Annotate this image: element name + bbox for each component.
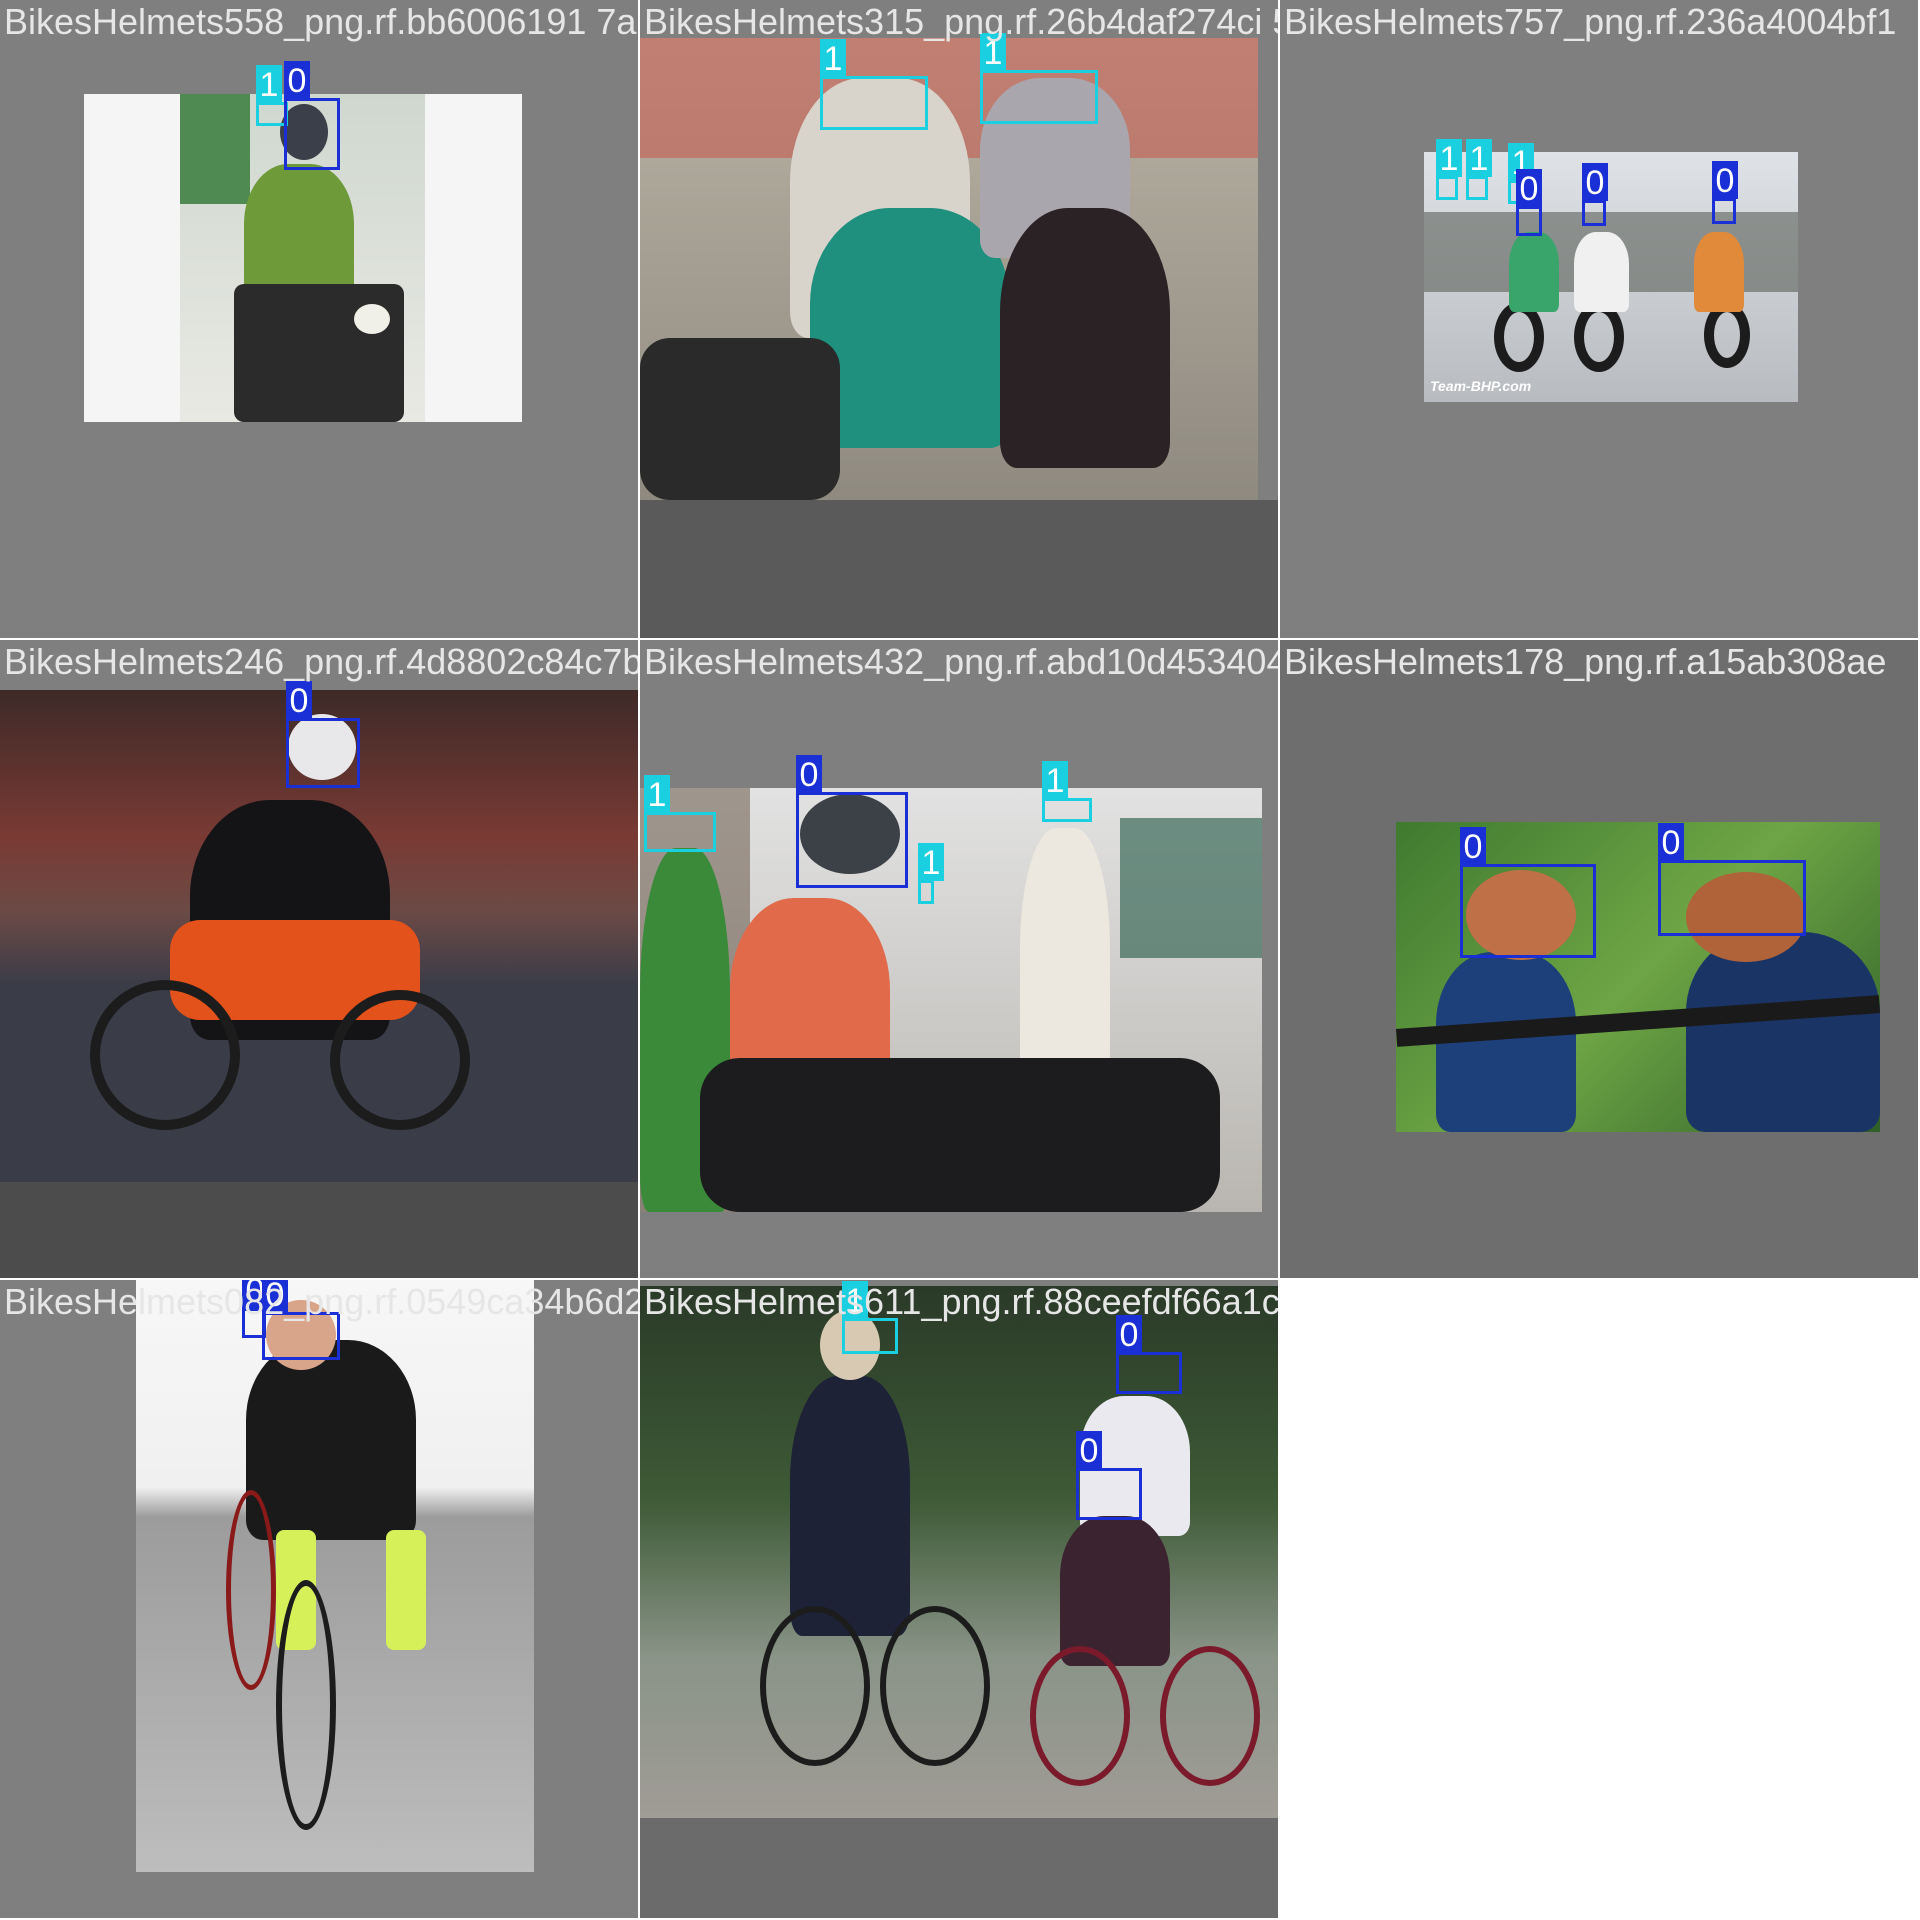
class-label: 0 bbox=[1460, 827, 1486, 866]
mosaic-tile: 0 0 BikesHelmets178_png.rf.a15ab308ae bbox=[1280, 640, 1920, 1280]
detection-box: 1 bbox=[820, 39, 928, 130]
detection-box: 0 bbox=[1658, 823, 1806, 936]
class-label: 0 bbox=[1582, 163, 1608, 202]
watermark: Team-BHP.com bbox=[1430, 378, 1532, 394]
detection-box: 0 bbox=[1712, 161, 1738, 224]
image-caption: BikesHelmets178_png.rf.a15ab308ae bbox=[1284, 641, 1887, 682]
detection-box: 1 bbox=[644, 775, 716, 852]
detection-box: 0 bbox=[1582, 163, 1608, 226]
class-label: 1 bbox=[1436, 139, 1462, 178]
tile-photo: Team-BHP.com bbox=[1424, 152, 1798, 402]
class-label: 0 bbox=[1116, 1315, 1142, 1354]
mosaic-tile: 0 BikesHelmets246_png.rf.4d8802c84c7bbd6… bbox=[0, 640, 640, 1280]
tile-photo bbox=[640, 788, 1262, 1212]
class-label: 0 bbox=[1712, 161, 1738, 200]
image-caption: BikesHelmets611_png.rf.88ceefdf66a1c943b bbox=[644, 1281, 1280, 1322]
class-label: 0 bbox=[286, 681, 312, 720]
image-caption: BikesHelmets757_png.rf.236a4004bf1 bbox=[1284, 1, 1897, 42]
class-label: 0 bbox=[284, 61, 310, 100]
detection-box: 0 bbox=[796, 755, 908, 888]
mosaic-tile: 1 0 0 BikesHelmets611_png.rf.88ceefdf66a… bbox=[640, 1280, 1280, 1920]
class-label: 0 bbox=[1516, 169, 1542, 208]
mosaic-tile: Team-BHP.com 1 1 1 0 0 0 BikesHelmets757… bbox=[1280, 0, 1920, 640]
class-label: 1 bbox=[256, 65, 282, 104]
class-label: 0 bbox=[1658, 823, 1684, 862]
tile-photo bbox=[84, 94, 522, 422]
class-label: 1 bbox=[980, 33, 1006, 72]
class-label: 1 bbox=[644, 775, 670, 814]
tile-photo bbox=[640, 38, 1258, 500]
detection-box: 0 bbox=[1116, 1315, 1182, 1394]
mosaic-tile: 1 0 1 1 BikesHelmets432_png.rf.abd10d453… bbox=[640, 640, 1280, 1280]
image-caption: BikesHelmets246_png.rf.4d8802c84c7bbd663… bbox=[4, 641, 640, 682]
image-caption: BikesHelmets432_png.rf.abd10d4534045ef49 bbox=[644, 641, 1280, 682]
class-label: 0 bbox=[262, 1280, 288, 1314]
detection-box: 0 bbox=[286, 681, 360, 788]
mosaic-tile: 1 1 BikesHelmets315_png.rf.26b4daf274ci … bbox=[640, 0, 1280, 640]
image-caption: BikesHelmets558_png.rf.bb6006191 7a9ca7e bbox=[4, 1, 638, 42]
detection-box: 1 bbox=[980, 33, 1098, 124]
mosaic-tile: 0 0 BikesHelmets082_png.rf.0549ca34b6d28… bbox=[0, 1280, 640, 1920]
image-caption: BikesHelmets082_png.rf.0549ca34b6d283d50 bbox=[4, 1281, 640, 1322]
detection-box: 0 bbox=[1460, 827, 1596, 958]
class-label: 1 bbox=[842, 1281, 868, 1320]
mosaic-tile: 1 0 BikesHelmets558_png.rf.bb6006191 7a9… bbox=[0, 0, 640, 640]
detection-box: 0 bbox=[284, 61, 340, 170]
image-caption: BikesHelmets315_png.rf.26b4daf274ci 587b… bbox=[644, 1, 1278, 42]
class-label: 0 bbox=[796, 755, 822, 794]
class-label: 1 bbox=[820, 39, 846, 78]
detection-box: 0 bbox=[1076, 1431, 1142, 1520]
class-label: 0 bbox=[1076, 1431, 1102, 1470]
detection-box: 0 bbox=[262, 1280, 340, 1360]
tile-photo bbox=[640, 1286, 1278, 1818]
class-label: 1 bbox=[1466, 139, 1492, 178]
tile-photo bbox=[0, 690, 638, 1182]
detection-box: 1 bbox=[918, 843, 944, 904]
detection-box: 1 bbox=[1466, 139, 1492, 200]
tile-photo bbox=[1396, 822, 1880, 1132]
empty-slot bbox=[1280, 1280, 1920, 1920]
class-label: 1 bbox=[918, 843, 944, 882]
detection-box: 1 bbox=[1436, 139, 1462, 200]
detection-box: 0 bbox=[1516, 169, 1542, 236]
detection-box: 1 bbox=[842, 1281, 898, 1354]
tile-photo bbox=[136, 1280, 534, 1872]
class-label: 1 bbox=[1042, 761, 1068, 800]
detection-box: 1 bbox=[1042, 761, 1092, 822]
